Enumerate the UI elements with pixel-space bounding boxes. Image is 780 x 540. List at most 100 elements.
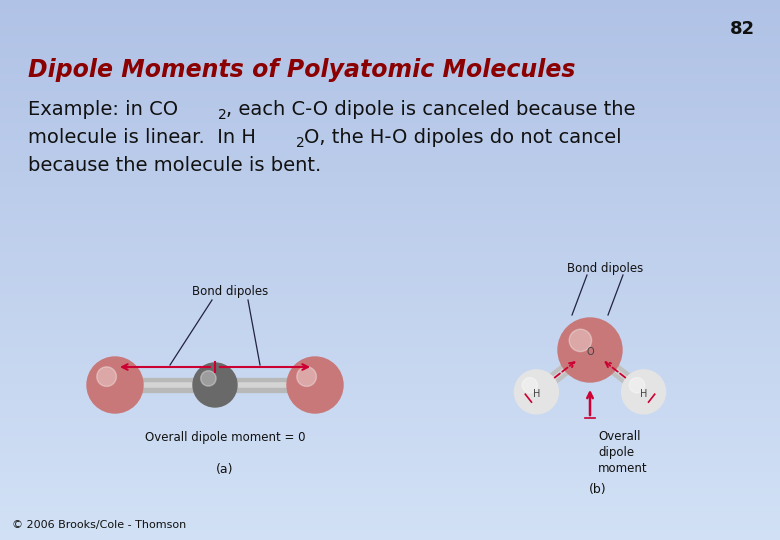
Bar — [0, 423, 780, 424]
Text: 2: 2 — [296, 136, 305, 150]
Bar — [0, 165, 780, 166]
Bar — [0, 364, 780, 365]
Text: O, the H-O dipoles do not cancel: O, the H-O dipoles do not cancel — [304, 128, 622, 147]
Bar — [0, 393, 780, 394]
Bar — [0, 204, 780, 205]
Bar — [0, 324, 780, 325]
Bar — [0, 446, 780, 447]
Bar — [0, 145, 780, 146]
Bar — [0, 413, 780, 414]
Bar — [0, 76, 780, 77]
Bar — [0, 167, 780, 168]
Bar — [0, 451, 780, 452]
Bar — [0, 249, 780, 250]
Bar — [0, 481, 780, 482]
Bar — [0, 479, 780, 480]
Bar — [0, 277, 780, 278]
Bar — [0, 332, 780, 333]
Bar — [0, 311, 780, 312]
Bar — [0, 96, 780, 97]
Bar — [0, 377, 780, 378]
Text: 2: 2 — [218, 108, 227, 122]
Bar — [0, 283, 780, 284]
Bar — [0, 74, 780, 75]
Bar — [0, 526, 780, 527]
Bar — [0, 151, 780, 152]
Bar — [0, 84, 780, 85]
Bar — [0, 475, 780, 476]
Bar — [0, 389, 780, 390]
Bar — [0, 186, 780, 187]
Bar — [0, 498, 780, 499]
Bar — [0, 292, 780, 293]
Bar — [0, 268, 780, 269]
Bar — [0, 36, 780, 37]
Bar — [0, 127, 780, 128]
Bar — [0, 280, 780, 281]
Bar — [0, 316, 780, 317]
Bar — [0, 297, 780, 298]
Bar — [0, 92, 780, 93]
Bar — [0, 146, 780, 147]
Bar — [0, 463, 780, 464]
Bar — [0, 162, 780, 163]
Bar — [0, 34, 780, 35]
Bar — [0, 394, 780, 395]
Bar — [0, 223, 780, 224]
Bar — [0, 91, 780, 92]
Bar — [0, 132, 780, 133]
Bar — [0, 510, 780, 511]
Bar — [0, 220, 780, 221]
Bar — [0, 354, 780, 355]
Bar — [0, 79, 780, 80]
Bar — [0, 464, 780, 465]
Text: Example: in CO: Example: in CO — [28, 100, 178, 119]
Bar — [0, 304, 780, 305]
Bar — [0, 295, 780, 296]
Bar — [0, 56, 780, 57]
Bar — [0, 45, 780, 46]
Bar — [0, 445, 780, 446]
Bar — [0, 183, 780, 184]
Text: H: H — [533, 389, 540, 399]
Bar — [0, 155, 780, 156]
Bar — [0, 88, 780, 89]
Bar — [0, 170, 780, 171]
Circle shape — [622, 370, 665, 414]
Bar — [0, 458, 780, 459]
Bar — [0, 0, 780, 1]
Bar — [0, 412, 780, 413]
Bar — [0, 126, 780, 127]
Bar — [0, 349, 780, 350]
Bar — [0, 438, 780, 439]
Bar — [0, 101, 780, 102]
Bar — [0, 173, 780, 174]
Bar — [0, 16, 780, 17]
Bar — [0, 378, 780, 379]
Bar — [0, 380, 780, 381]
Bar — [0, 272, 780, 273]
Bar — [0, 287, 780, 288]
Bar — [0, 270, 780, 271]
Bar — [0, 119, 780, 120]
Bar — [0, 152, 780, 153]
Bar — [0, 346, 780, 347]
Bar — [0, 279, 780, 280]
Bar — [0, 135, 780, 136]
Bar — [0, 357, 780, 358]
Text: 82: 82 — [730, 20, 755, 38]
Bar — [0, 384, 780, 385]
Bar — [0, 480, 780, 481]
Bar — [0, 345, 780, 346]
Bar — [0, 111, 780, 112]
Bar — [0, 156, 780, 157]
Bar — [0, 78, 780, 79]
Bar — [0, 32, 780, 33]
Bar — [0, 360, 780, 361]
Bar — [0, 520, 780, 521]
Bar — [0, 55, 780, 56]
Bar — [0, 502, 780, 503]
Bar — [0, 434, 780, 435]
Bar — [0, 18, 780, 19]
Bar — [0, 124, 780, 125]
